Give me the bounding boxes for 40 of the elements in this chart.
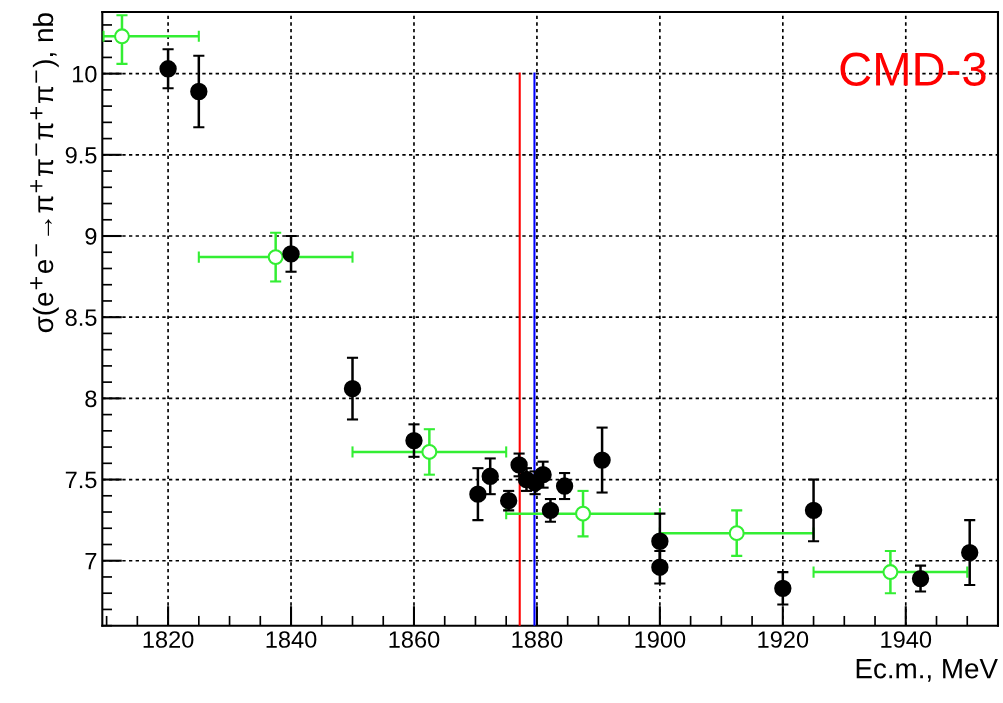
x-axis-title: Ec.m., MeV (856, 659, 998, 682)
x-tick-label: 1940 (881, 631, 932, 648)
point (911, 569, 930, 588)
point (728, 525, 745, 542)
x-tick-label: 1900 (635, 631, 686, 648)
point (190, 82, 208, 101)
point (651, 532, 669, 550)
point (481, 467, 499, 485)
y-tick-label: 9 (85, 228, 97, 245)
point (159, 60, 177, 78)
x-tick-label: 1820 (143, 631, 194, 648)
point (882, 564, 899, 581)
y-tick-label: 7 (85, 553, 97, 570)
point (113, 28, 130, 45)
point (575, 505, 592, 522)
annotation: CMD-3 (840, 52, 986, 86)
text: σ(e$^{+}$e$^{−}$→π$^{+}$π$^{−}$π$^{+}$π$^{−}$), nb (30, 13, 59, 333)
y-tick-label: 10 (72, 65, 97, 83)
point (510, 456, 528, 474)
y-tick-label: 7.5 (65, 471, 97, 489)
point (961, 543, 979, 562)
point (774, 579, 792, 598)
y-tick-label: 8.5 (65, 309, 97, 326)
point (555, 477, 574, 495)
y-tick-label: 9.5 (65, 146, 97, 164)
point (282, 245, 300, 263)
point (804, 501, 823, 520)
point (343, 379, 362, 398)
y-tick-label: 8 (85, 390, 97, 408)
point (405, 431, 423, 450)
point (421, 443, 438, 460)
x-tick-label: 1880 (512, 631, 563, 648)
x-tick-label: 1860 (389, 631, 440, 648)
point (651, 558, 669, 576)
x-tick-label: 1920 (758, 631, 809, 648)
point (267, 249, 284, 266)
point (593, 451, 611, 469)
x-tick-label: 1840 (266, 631, 317, 648)
point (469, 485, 487, 503)
point (534, 466, 552, 484)
